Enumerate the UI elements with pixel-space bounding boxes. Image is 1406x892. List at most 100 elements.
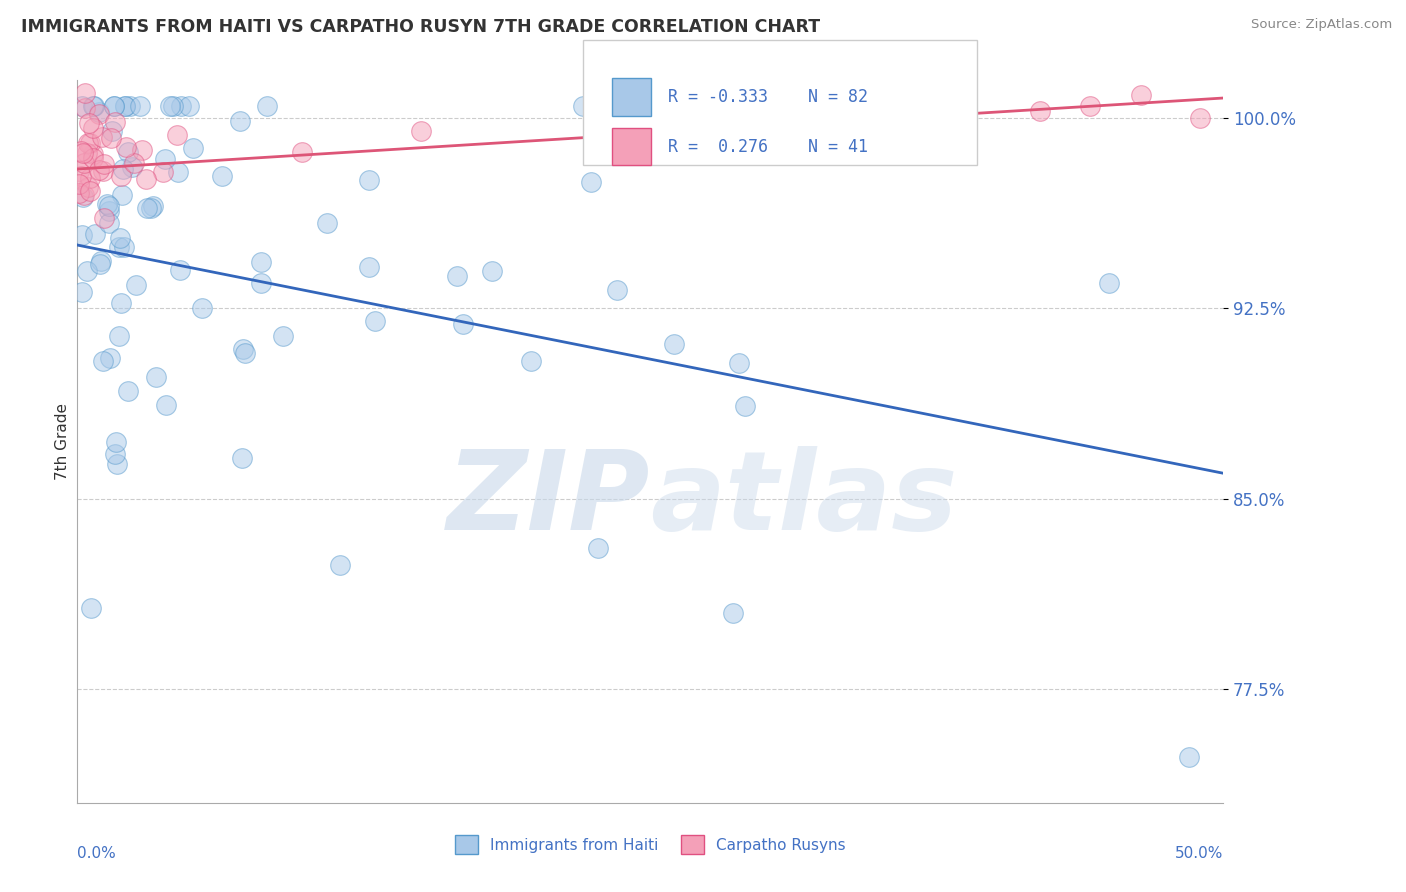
Point — [104, 115, 127, 129]
Point — [728, 356, 751, 370]
Point — [72, 156, 94, 170]
Point — [100, 124, 122, 138]
Point — [250, 255, 273, 269]
Point — [70, 285, 93, 300]
Point — [104, 447, 127, 461]
Point — [451, 317, 474, 331]
Point — [1189, 112, 1212, 126]
Point — [115, 140, 138, 154]
Point — [104, 435, 127, 450]
Point — [159, 98, 181, 112]
Point — [67, 177, 90, 191]
Point — [179, 98, 201, 112]
Point — [73, 187, 96, 202]
Point — [112, 240, 135, 254]
Point — [162, 98, 184, 112]
Point — [1130, 88, 1153, 103]
Point — [233, 345, 256, 359]
Point — [82, 121, 104, 136]
Point — [1029, 103, 1052, 118]
Point — [72, 145, 94, 160]
Point — [167, 165, 190, 179]
Point — [256, 98, 278, 112]
Point — [191, 301, 214, 315]
Point — [100, 131, 122, 145]
Point — [117, 384, 139, 399]
Point — [145, 370, 167, 384]
Point — [84, 227, 107, 241]
Point — [89, 257, 111, 271]
Point — [152, 165, 174, 179]
Point — [96, 197, 118, 211]
Text: R =  0.276    N = 41: R = 0.276 N = 41 — [668, 137, 868, 155]
Point — [79, 185, 101, 199]
Text: atlas: atlas — [651, 446, 957, 553]
Point — [166, 128, 188, 143]
Point — [135, 202, 157, 216]
Point — [153, 153, 176, 167]
Point — [103, 98, 125, 112]
Point — [91, 354, 114, 368]
Point — [723, 606, 745, 620]
Point — [315, 216, 337, 230]
Point — [72, 190, 94, 204]
Point — [1178, 750, 1201, 764]
Point — [169, 263, 191, 277]
Point — [579, 175, 602, 189]
Point — [229, 114, 252, 128]
Point — [73, 86, 96, 100]
Point — [666, 98, 689, 112]
Text: IMMIGRANTS FROM HAITI VS CARPATHO RUSYN 7TH GRADE CORRELATION CHART: IMMIGRANTS FROM HAITI VS CARPATHO RUSYN … — [21, 18, 820, 36]
Point — [211, 169, 233, 184]
Point — [181, 141, 204, 155]
Point — [170, 98, 193, 112]
Point — [105, 457, 128, 471]
Point — [98, 351, 121, 365]
Point — [93, 211, 115, 226]
Point — [481, 263, 503, 277]
Point — [231, 450, 253, 465]
Text: ZIP: ZIP — [447, 446, 651, 553]
Point — [120, 98, 142, 112]
Point — [121, 160, 143, 174]
Point — [588, 541, 610, 555]
Point — [357, 260, 380, 275]
Point — [77, 116, 100, 130]
Point — [446, 269, 468, 284]
Point — [97, 216, 120, 230]
Point — [70, 169, 93, 183]
Point — [139, 201, 162, 215]
Point — [155, 398, 177, 412]
Point — [79, 136, 101, 150]
Point — [80, 600, 103, 615]
Point — [1078, 98, 1101, 112]
Point — [129, 98, 152, 112]
Point — [117, 145, 139, 160]
Point — [357, 173, 380, 187]
Point — [87, 104, 110, 119]
Point — [131, 143, 153, 157]
Point — [114, 98, 136, 112]
Point — [75, 101, 97, 115]
Point — [114, 98, 136, 112]
Point — [76, 136, 98, 151]
Point — [107, 240, 129, 254]
Point — [135, 172, 157, 186]
Point — [82, 98, 104, 112]
Point — [70, 144, 93, 158]
Point — [520, 354, 543, 368]
Text: 0.0%: 0.0% — [77, 847, 117, 861]
Text: 50.0%: 50.0% — [1175, 847, 1223, 861]
Point — [125, 278, 148, 293]
Text: Source: ZipAtlas.com: Source: ZipAtlas.com — [1251, 18, 1392, 31]
Point — [249, 276, 271, 290]
Point — [76, 145, 98, 160]
Point — [70, 227, 93, 242]
Point — [110, 296, 132, 310]
Point — [72, 98, 94, 112]
Point — [90, 254, 112, 268]
Legend: Immigrants from Haiti, Carpatho Rusyns: Immigrants from Haiti, Carpatho Rusyns — [449, 830, 852, 860]
Point — [79, 171, 101, 186]
Point — [98, 198, 121, 212]
Text: R = -0.333    N = 82: R = -0.333 N = 82 — [668, 87, 868, 106]
